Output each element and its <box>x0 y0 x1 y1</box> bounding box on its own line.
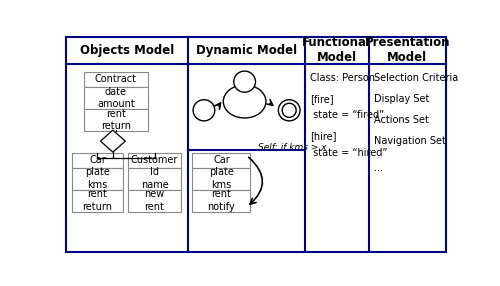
Text: plate
kms: plate kms <box>85 167 110 190</box>
Text: Navigation Set: Navigation Set <box>374 136 446 146</box>
Text: state = “fired”: state = “fired” <box>310 110 385 120</box>
Bar <box>192 190 250 212</box>
Text: ...: ... <box>374 163 384 173</box>
Bar <box>84 72 148 87</box>
Bar <box>128 168 180 190</box>
Bar <box>128 153 180 168</box>
Text: Dynamic Model: Dynamic Model <box>196 44 297 57</box>
Text: rent
notify: rent notify <box>208 189 236 212</box>
Ellipse shape <box>278 100 300 121</box>
Text: date
amount: date amount <box>97 87 134 109</box>
Text: Self: if kms > x: Self: if kms > x <box>258 143 327 152</box>
Text: Car: Car <box>213 155 230 165</box>
Bar <box>192 153 250 168</box>
Bar <box>84 109 148 131</box>
Text: plate
kms: plate kms <box>209 167 234 190</box>
Text: [fire]: [fire] <box>310 94 334 104</box>
Text: Car: Car <box>89 155 106 165</box>
Text: Class: Person: Class: Person <box>310 73 376 83</box>
Text: Customer: Customer <box>131 155 178 165</box>
Polygon shape <box>100 130 126 152</box>
Bar <box>72 153 122 168</box>
Text: Objects Model: Objects Model <box>80 44 174 57</box>
Text: rent
return: rent return <box>101 109 131 131</box>
Bar <box>192 168 250 190</box>
Ellipse shape <box>224 85 266 118</box>
Text: Contract: Contract <box>95 74 137 84</box>
Bar <box>72 168 122 190</box>
Bar <box>84 87 148 109</box>
Text: Selection Criteria: Selection Criteria <box>374 73 458 83</box>
Text: [hire]: [hire] <box>310 131 337 141</box>
Ellipse shape <box>282 103 296 117</box>
Text: Functional
Model: Functional Model <box>302 36 371 64</box>
Text: Presentation
Model: Presentation Model <box>364 36 450 64</box>
Text: Actions Set: Actions Set <box>374 115 430 125</box>
Bar <box>128 190 180 212</box>
Text: state = “hired”: state = “hired” <box>310 148 388 158</box>
Text: rent
return: rent return <box>82 189 112 212</box>
Text: Display Set: Display Set <box>374 94 430 104</box>
Text: new
rent: new rent <box>144 189 165 212</box>
Text: Id
name: Id name <box>140 167 168 190</box>
Ellipse shape <box>234 71 256 92</box>
Ellipse shape <box>193 100 215 121</box>
Bar <box>72 190 122 212</box>
